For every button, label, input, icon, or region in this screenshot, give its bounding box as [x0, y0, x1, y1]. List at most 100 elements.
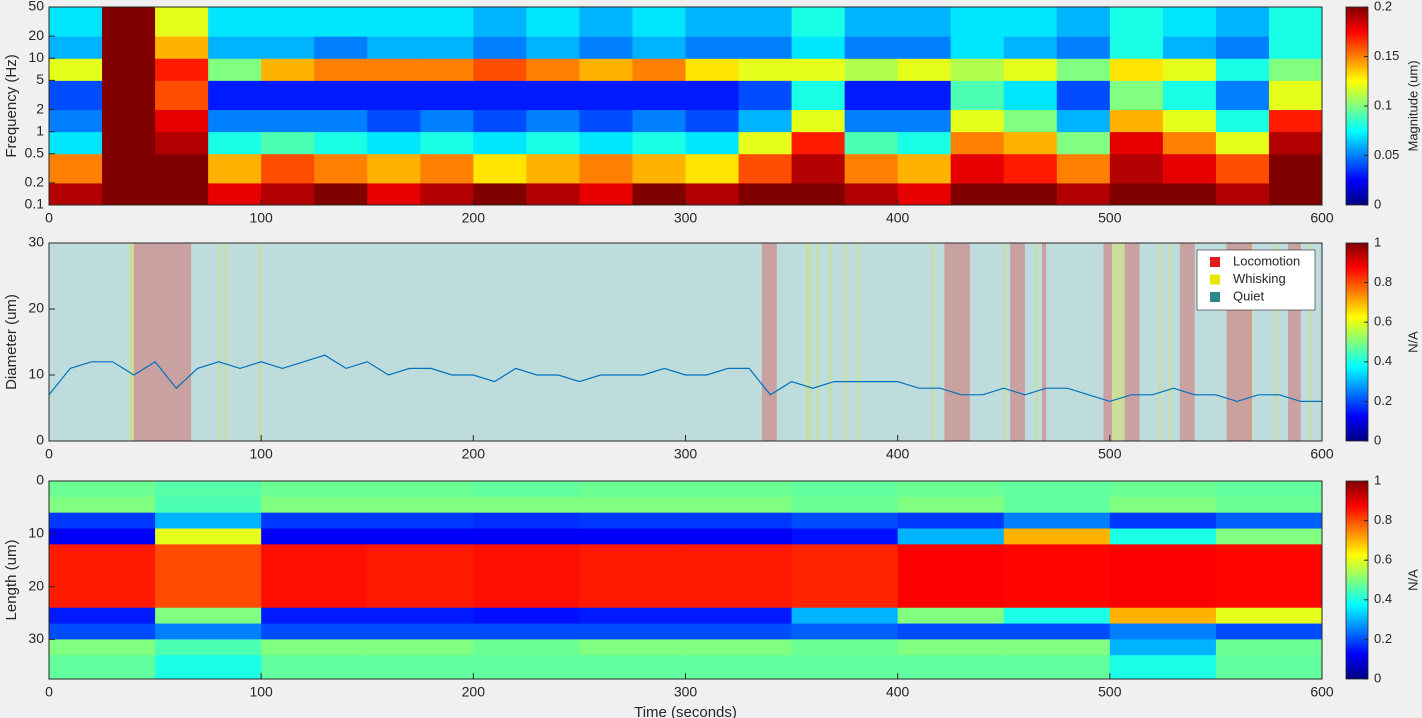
heatmap-cell — [844, 36, 899, 59]
heatmap-cell — [1109, 80, 1164, 111]
heatmap-cell — [1056, 58, 1111, 81]
heatmap-cell — [579, 36, 633, 59]
heatmap-cell — [155, 153, 209, 184]
colorbar-label: Magnitude (um) — [1405, 60, 1420, 151]
heatmap-cell — [367, 80, 421, 111]
heatmap-cell — [579, 182, 633, 206]
x-tick-label: 300 — [674, 684, 698, 700]
x-tick-label: 600 — [1310, 446, 1334, 462]
heatmap-cell — [314, 131, 368, 155]
heatmap-cell — [844, 80, 899, 111]
heatmap-cell — [473, 131, 527, 155]
heatmap-cell — [261, 544, 368, 609]
y-tick-label: 10 — [28, 366, 44, 382]
heatmap-cell — [155, 544, 262, 609]
heatmap-cell — [1003, 496, 1111, 514]
heatmap-cell — [526, 109, 580, 133]
heatmap-cell — [1215, 528, 1323, 545]
x-tick-label: 400 — [886, 210, 910, 226]
heatmap-cell — [685, 496, 793, 514]
colorbar-tick-label: 0.4 — [1374, 353, 1392, 368]
colorbar-tick-label: 0.1 — [1374, 97, 1392, 112]
colorbar-tick-label: 0.05 — [1374, 147, 1399, 162]
heatmap-cell — [897, 36, 952, 59]
heatmap-cell — [1215, 655, 1323, 680]
heatmap-cell — [685, 623, 793, 640]
heatmap-cell — [579, 153, 633, 184]
diameter-line — [48, 354, 1322, 403]
heatmap-cell — [897, 528, 1005, 545]
heatmap-cell — [738, 182, 793, 206]
x-tick-label: 500 — [1098, 684, 1122, 700]
colorbar-tick-label: 0 — [1374, 432, 1381, 447]
heatmap-cell — [49, 623, 156, 640]
heatmap-cell — [579, 655, 686, 680]
heatmap-cell — [791, 623, 899, 640]
heatmap-cell — [632, 7, 686, 37]
heatmap-cell — [1056, 109, 1111, 133]
heatmap-cell — [1215, 7, 1270, 37]
heatmap-cell — [1215, 496, 1323, 514]
heatmap-cell — [685, 528, 793, 545]
heatmap-cell — [1215, 109, 1270, 133]
y-tick-label: 20 — [28, 300, 44, 316]
heatmap-cell — [1162, 131, 1217, 155]
heatmap-cell — [49, 639, 156, 656]
heatmap-cell — [1056, 80, 1111, 111]
y-tick-label: 50 — [28, 0, 44, 14]
legend-swatch — [1210, 257, 1220, 267]
heatmap-cell — [473, 655, 580, 680]
heatmap-cell — [738, 58, 793, 81]
heatmap-cell — [261, 623, 368, 640]
state-band — [1035, 243, 1038, 441]
heatmap-cell — [473, 80, 527, 111]
heatmap-cell — [1215, 623, 1323, 640]
heatmap-cell — [844, 131, 899, 155]
heatmap-cell — [579, 131, 633, 155]
colorbar-tick-label: 0.2 — [1374, 393, 1392, 408]
heatmap-cell — [49, 528, 156, 545]
heatmap-cell — [1268, 7, 1323, 37]
heatmap-cell — [950, 109, 1005, 133]
heatmap-cell — [1109, 639, 1217, 656]
heatmap-cell — [791, 655, 899, 680]
y-tick-label: 10 — [28, 49, 44, 65]
heatmap-cell — [579, 7, 633, 37]
heatmap-cell — [473, 496, 580, 514]
y-tick-label: 20 — [28, 27, 44, 43]
heatmap-cell — [526, 7, 580, 37]
heatmap-cell — [420, 80, 474, 111]
heatmap-cell — [261, 7, 315, 37]
heatmap-cell — [1162, 36, 1217, 59]
heatmap-cell — [367, 639, 474, 656]
heatmap-cell — [420, 58, 474, 81]
heatmap-cell — [738, 153, 793, 184]
heatmap-cell — [49, 109, 103, 133]
heatmap-cell — [367, 544, 474, 609]
state-band — [944, 243, 970, 441]
heatmap-cell — [738, 109, 793, 133]
heatmap-cell — [1268, 58, 1323, 81]
heatmap-cell — [1109, 36, 1164, 59]
heatmap-cell — [420, 182, 474, 206]
heatmap-cell — [155, 109, 209, 133]
state-band — [1158, 243, 1161, 441]
heatmap-cell — [950, 7, 1005, 37]
heatmap-cell — [1109, 544, 1217, 609]
heatmap-cell — [685, 36, 740, 59]
heatmap-cell — [367, 36, 421, 59]
heatmap-cell — [49, 655, 156, 680]
heatmap-cell — [420, 36, 474, 59]
heatmap-cell — [208, 131, 262, 155]
heatmap-cell — [155, 80, 209, 111]
heatmap-cell — [526, 80, 580, 111]
heatmap-cell — [791, 481, 899, 498]
heatmap-cell — [208, 80, 262, 111]
state-band — [1111, 243, 1125, 441]
colorbar-tick-label: 0.6 — [1374, 314, 1392, 329]
heatmap-cell — [1109, 528, 1217, 545]
heatmap-cell — [1215, 544, 1323, 609]
heatmap-cell — [844, 7, 899, 37]
